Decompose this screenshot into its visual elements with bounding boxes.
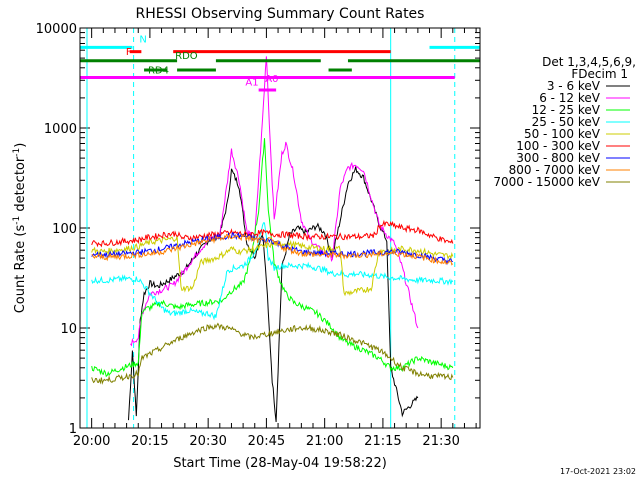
x-tick-label: 20:15 xyxy=(131,434,168,449)
y-tick-labels: 1 10 100 1000 10000 xyxy=(36,22,77,437)
y-tick-label: 1000 xyxy=(44,122,77,137)
legend-label-300-800-kev: 300 - 800 keV xyxy=(516,151,600,165)
x-tick-label: 20:45 xyxy=(248,434,285,449)
x-tick-label: 21:15 xyxy=(364,434,401,449)
plot-frame xyxy=(79,27,481,429)
state-label-f: F xyxy=(126,47,132,58)
state-bars xyxy=(80,45,480,92)
state-label-a0: A0 xyxy=(265,74,278,85)
series-line-25-50-kev xyxy=(91,222,454,321)
series-line-100-300-kev xyxy=(91,219,454,248)
legend-label-100-300-kev: 100 - 300 keV xyxy=(516,139,600,153)
x-tick-label: 21:30 xyxy=(422,434,459,449)
state-label-n: N xyxy=(139,34,146,45)
x-tick-label: 20:30 xyxy=(189,434,226,449)
legend-header-decimation: FDecim 1 xyxy=(571,67,628,81)
legend-label-7000-15000-kev: 7000 - 15000 keV xyxy=(493,175,600,189)
y-axis-label-sup1: -1 xyxy=(12,216,22,225)
x-tick-label: 20:00 xyxy=(73,434,110,449)
chart-title: RHESSI Observing Summary Count Rates xyxy=(136,6,425,22)
state-label-a1: A1 xyxy=(245,78,258,89)
y-tick-label: 10000 xyxy=(36,22,77,37)
x-tick-labels: 20:00 20:15 20:30 20:45 21:00 21:15 21:30 xyxy=(73,434,460,449)
series-line-800-7000-kev xyxy=(91,233,454,266)
state-annotations: NF RDO RD4 A1 A0 xyxy=(126,34,279,88)
legend-header-detectors: Det 1,3,4,5,6,9, xyxy=(542,55,636,69)
y-tick-label: 10 xyxy=(60,322,77,337)
legend-label-12-25-kev: 12 - 25 keV xyxy=(532,103,601,117)
x-axis-label: Start Time (28-May-04 19:58:22) xyxy=(173,456,387,471)
series-line-7000-15000-kev xyxy=(91,322,454,385)
x-tick-label: 21:00 xyxy=(306,434,343,449)
y-tick-label: 100 xyxy=(52,222,77,237)
y-axis-label-sup2: -1 xyxy=(12,148,22,157)
legend-label-25-50-kev: 25 - 50 keV xyxy=(532,115,601,129)
y-tick-label: 1 xyxy=(69,422,77,437)
y-axis-label-mid: detector xyxy=(13,156,28,216)
footer-timestamp: 17-Oct-2021 23:02 xyxy=(560,467,636,476)
series-lines xyxy=(91,56,454,423)
legend-label-800-7000-kev: 800 - 7000 keV xyxy=(509,163,601,177)
y-axis-label-main: Count Rate (s xyxy=(13,225,28,314)
state-label-rd4: RD4 xyxy=(148,66,169,77)
y-axis-label: Count Rate (s-1 detector-1) xyxy=(12,143,28,314)
legend-label-3-6-kev: 3 - 6 keV xyxy=(547,79,601,93)
state-label-rdo: RDO xyxy=(175,51,198,62)
axis-ticks xyxy=(79,27,480,429)
series-line-6-12-kev xyxy=(130,56,419,347)
legend-label-50-100-kev: 50 - 100 keV xyxy=(524,127,601,141)
y-axis-label-end: ) xyxy=(13,143,28,148)
legend-label-6-12-kev: 6 - 12 keV xyxy=(539,91,601,105)
